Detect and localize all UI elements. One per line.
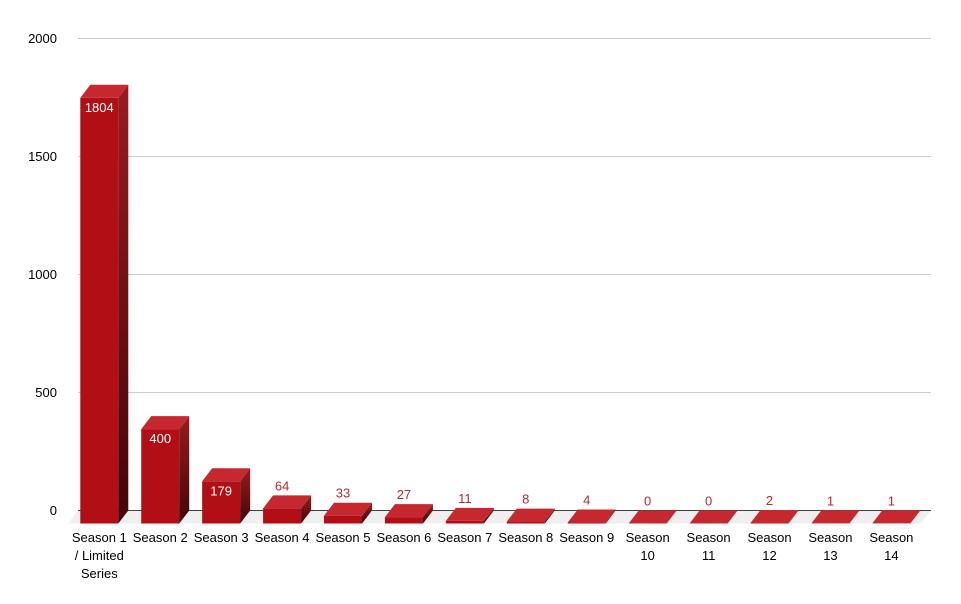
x-axis-category-label: Season 9 [559,530,614,545]
bar-top-face [567,509,616,523]
x-axis-category-label: Season 3 [194,530,249,545]
bar-side-face [483,507,494,524]
bar-top-face [811,510,860,524]
bar-front-face [263,508,302,524]
x-axis-category-label: Season 5 [316,530,371,545]
bar-side-face [605,509,616,524]
y-axis-tick-label: 0 [50,503,57,518]
bar-top-face [324,502,373,516]
x-axis-category-label: Season 12 [747,530,791,563]
bar-side-face [118,84,129,524]
bar-top-face [263,495,312,509]
bar-top-face [202,468,251,482]
bar-value-label: 4 [583,493,590,508]
bar-side-face [301,495,312,524]
bar-season-6[interactable]: 27 [384,487,433,524]
bar-season-11[interactable]: 0 [689,494,738,524]
bar-value-label: 2 [766,493,773,508]
bar-side-face [849,510,860,524]
bar-top-face [141,416,190,430]
bar-side-face [422,504,433,524]
bar-front-face [445,520,484,524]
x-axis-category-label: Season 2 [133,530,188,545]
bar-value-label: 64 [275,478,289,493]
bar-front-face [202,481,241,524]
bar-value-label: 400 [149,431,171,446]
bar-value-label: 0 [705,494,712,509]
bar-value-label: 0 [644,494,651,509]
bar-side-face [910,510,921,524]
bar-season-7[interactable]: 11 [445,491,494,524]
bar-season-14[interactable]: 1 [872,493,921,524]
bar-top-face [750,510,799,524]
bar-season-2[interactable]: 400 [141,416,190,524]
y-axis-tick-label: 2000 [28,31,57,46]
bar-front-face [80,97,119,524]
bar-value-label: 11 [458,491,472,506]
bar-value-label: 8 [522,492,529,507]
bar-front-face [506,521,545,524]
x-axis-category-label: Season 7 [437,530,492,545]
bar-top-face [506,508,555,522]
y-axis-tick-label: 500 [35,385,57,400]
bar-value-label: 179 [210,483,232,498]
bar-season-1-limited-series[interactable]: 1804 [80,84,129,524]
bar-front-face [141,429,180,524]
x-axis-category-label: Season 8 [498,530,553,545]
bar-season-3[interactable]: 179 [202,468,251,524]
bar-front-face [567,522,606,524]
bar-top-face [628,510,677,524]
chart-floor [68,510,931,524]
x-axis-category-label: Season 11 [687,530,731,563]
bar-top-face [689,510,738,524]
x-axis-category-label: Season 10 [626,530,670,563]
bar-top-face [384,504,433,518]
bar-side-face [544,508,555,524]
bar-season-10[interactable]: 0 [628,494,677,524]
bar-value-label: 1 [827,493,834,508]
bar-top-face [872,510,921,524]
x-axis-category-label: Season 6 [376,530,431,545]
bar-season-5[interactable]: 33 [324,486,373,524]
bar-season-8[interactable]: 8 [506,492,555,524]
x-axis-category-label: Season 1/ Limited Series [72,530,127,581]
bar-value-label: 27 [397,487,411,502]
x-axis-category-label: Season 13 [808,530,852,563]
y-axis-tick-label: 1500 [28,149,57,164]
bar-value-label: 1804 [85,100,114,115]
bar-season-9[interactable]: 4 [567,493,616,524]
bar-side-face [240,468,251,524]
bar-side-face [788,510,799,524]
bar-value-label: 1 [888,493,895,508]
bar-season-4[interactable]: 64 [263,478,312,524]
y-axis-tick-label: 1000 [28,267,57,282]
bar-side-face [179,416,190,524]
bar-season-13[interactable]: 1 [811,493,860,524]
x-axis-category-label: Season 4 [255,530,310,545]
bar-value-label: 33 [336,486,350,501]
bar-side-face [362,502,373,524]
x-axis-category-label: Season 14 [869,530,913,563]
bar-front-face [384,517,423,524]
bar-top-face [445,507,494,521]
bar-season-12[interactable]: 2 [750,493,799,524]
bar-top-face [80,84,129,98]
bar-front-face [324,515,363,524]
